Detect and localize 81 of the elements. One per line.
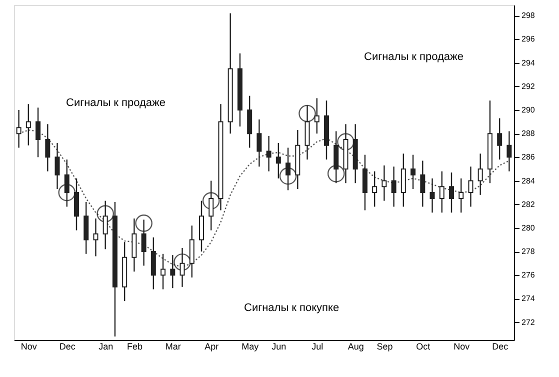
candlestick [506, 130, 512, 172]
y-tick-label: 284 [522, 176, 536, 186]
point [327, 165, 345, 182]
candlestick [36, 107, 41, 158]
x-tick-label: Nov [454, 342, 470, 352]
point [58, 184, 76, 202]
candlestick [410, 154, 416, 190]
candlestick [468, 166, 474, 208]
x-tick-label: Mar [165, 342, 181, 352]
y-tick-label: 272 [522, 318, 536, 327]
candlestick [391, 166, 396, 208]
candlestick [314, 98, 320, 134]
candlestick [256, 118, 262, 168]
point [298, 104, 316, 122]
candlestick [54, 142, 60, 190]
candlestick [132, 218, 137, 272]
candlestick [372, 170, 378, 208]
candlestick [64, 158, 70, 208]
candlestick [400, 153, 406, 208]
candlestick [247, 95, 252, 148]
annotation: Сигналы к продаже [66, 97, 166, 109]
y-tick-label: 298 [522, 11, 536, 20]
point [279, 167, 297, 185]
candlestick [478, 153, 483, 196]
x-tick-label: Oct [416, 342, 431, 352]
y-tick-label: 286 [522, 152, 536, 162]
point [174, 254, 191, 271]
y-tick-label: 288 [522, 129, 536, 138]
candlestick [430, 178, 435, 214]
x-tick-label: Jul [312, 342, 324, 352]
candlestick [45, 124, 50, 172]
candlestick [180, 247, 185, 288]
candlestick [141, 219, 146, 266]
candlestick [160, 253, 166, 290]
candlestick [74, 178, 79, 231]
x-tick-label: Sep [376, 342, 393, 352]
candlestick [497, 118, 502, 160]
annotation: Сигналы к покупке [244, 302, 340, 314]
candlestick [420, 160, 426, 208]
candlestick [304, 104, 310, 160]
x-tick-label: Dec [59, 342, 76, 352]
point [96, 205, 114, 222]
y-tick-label: 278 [522, 247, 536, 256]
x-tick-label: Jun [272, 342, 286, 352]
candlestick [16, 109, 22, 148]
candlestick [266, 135, 272, 172]
x-tick-label: Aug [348, 342, 364, 352]
candlestick [102, 200, 108, 250]
candlestick [84, 201, 89, 254]
candlestick [362, 154, 368, 211]
candlestick [93, 218, 98, 257]
candlestick [199, 200, 204, 252]
y-tick-label: 280 [522, 223, 536, 232]
y-tick-label: 274 [522, 294, 536, 304]
y-tick-label: 292 [522, 82, 536, 91]
candlestick [334, 130, 339, 184]
y-tick-label: 276 [522, 270, 536, 280]
candlestick [458, 178, 464, 214]
candlestick [286, 147, 291, 191]
candlestick [208, 180, 214, 231]
point [202, 192, 220, 210]
candlestick [170, 254, 176, 289]
x-tick-label: May [242, 342, 260, 352]
candlestick [26, 103, 31, 146]
y-tick-label: 294 [522, 58, 536, 68]
x-tick-label: Apr [204, 342, 219, 352]
x-tick-label: Nov [20, 342, 38, 352]
y-tick-label: 296 [522, 34, 536, 44]
x-tick-label: Jan [98, 342, 114, 352]
x-tick-label: Dec [492, 342, 509, 352]
annotation: Сигналы к продаже [364, 51, 464, 63]
candlestick [189, 224, 194, 278]
x-tick-label: Feb [126, 342, 142, 352]
candlestick [150, 236, 156, 290]
candlestick [382, 164, 387, 202]
candlestick [439, 170, 444, 214]
candlestick [449, 172, 454, 214]
y-tick-label: 290 [522, 105, 536, 114]
point [135, 214, 152, 232]
y-tick-label: 282 [522, 200, 536, 209]
candlestick [276, 142, 281, 179]
